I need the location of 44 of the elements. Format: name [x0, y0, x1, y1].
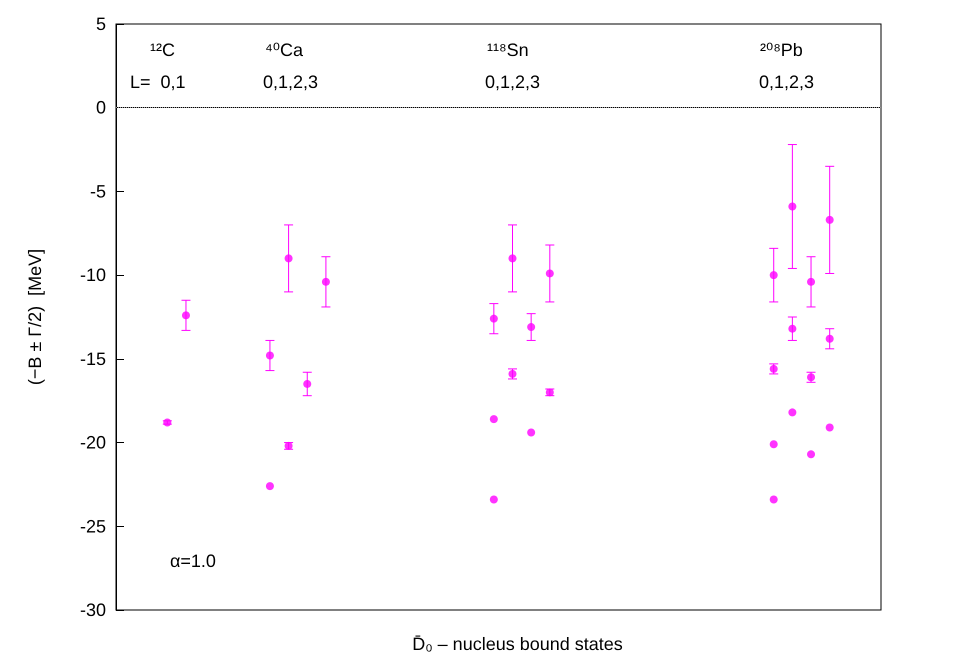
- point: [788, 324, 796, 333]
- point: [546, 269, 554, 278]
- point: [788, 408, 796, 416]
- point: [826, 334, 834, 343]
- y-tick-label: -30: [80, 600, 106, 620]
- point: [527, 323, 536, 332]
- annotation: L= 0,1: [130, 72, 186, 92]
- point: [163, 418, 172, 426]
- point: [284, 254, 293, 262]
- point: [826, 424, 834, 432]
- point: [182, 311, 190, 320]
- point: [826, 216, 834, 224]
- point: [266, 352, 274, 360]
- point: [770, 440, 778, 448]
- y-tick-label: 5: [96, 14, 106, 34]
- annotation: ¹²C: [150, 40, 175, 60]
- point: [490, 496, 498, 504]
- annotation: 0,1,2,3: [263, 72, 318, 92]
- annotation: 0,1,2,3: [485, 72, 540, 92]
- y-tick-label: -10: [80, 265, 106, 286]
- annotation: ¹¹⁸Sn: [487, 40, 529, 60]
- point: [527, 428, 536, 437]
- point: [490, 314, 498, 323]
- annotation: 0,1,2,3: [759, 72, 814, 92]
- x-axis-title: D̄₀ – nucleus bound states: [412, 634, 623, 654]
- point: [770, 271, 778, 280]
- y-tick-label: -20: [80, 432, 106, 453]
- y-tick-label: -5: [90, 181, 106, 202]
- point: [788, 202, 796, 210]
- annotation: ⁴⁰Ca: [265, 40, 304, 60]
- y-axis-title: (−B ± Γ/2) [MeV]: [25, 248, 45, 386]
- y-tick-label: 0: [96, 98, 106, 118]
- point: [807, 278, 816, 286]
- point: [303, 380, 312, 388]
- point: [770, 496, 778, 504]
- point: [490, 415, 498, 424]
- point: [266, 482, 274, 490]
- y-tick-label: -15: [80, 348, 106, 369]
- annotation: α=1.0: [170, 551, 216, 571]
- point: [807, 450, 816, 458]
- annotation: ²⁰⁸Pb: [760, 40, 803, 60]
- point: [322, 278, 330, 286]
- y-tick-label: -25: [80, 516, 106, 536]
- point: [508, 254, 516, 262]
